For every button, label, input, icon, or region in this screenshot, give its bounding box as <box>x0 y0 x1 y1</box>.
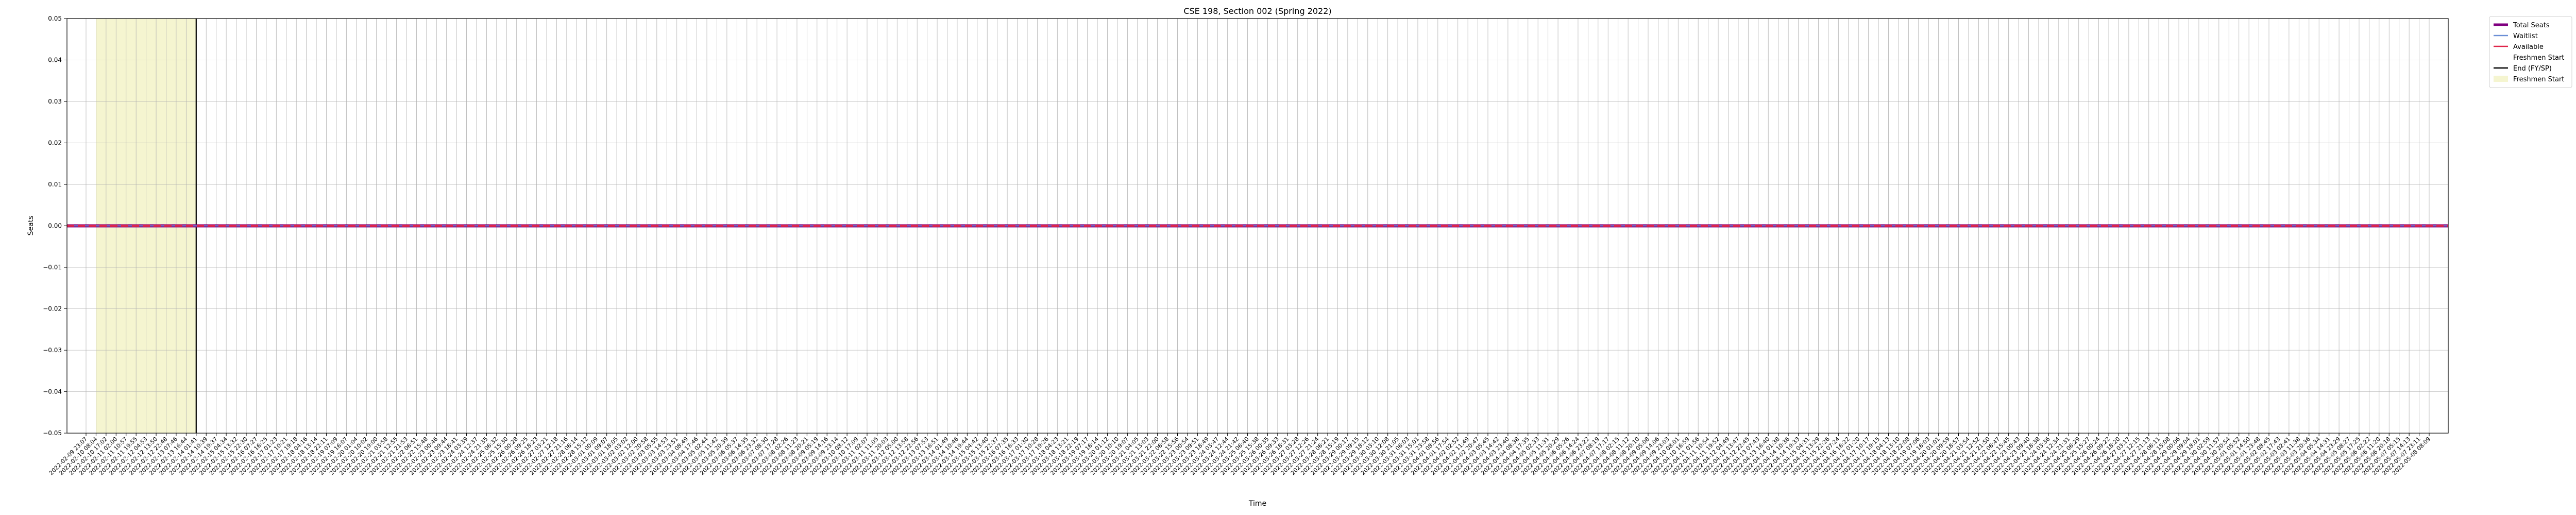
y-tick-label: −0.05 <box>43 430 62 437</box>
y-tick-layer: 0.05 0.04 0.03 0.02 0.01 0.00 −0.01 −0.02 −0.03 −… <box>43 15 67 437</box>
legend-entry-label: Available <box>2513 43 2544 51</box>
y-tick-label: −0.03 <box>43 347 62 354</box>
y-tick-label: −0.01 <box>43 264 62 271</box>
y-axis-label: Seats <box>27 216 35 236</box>
legend-swatch-patch <box>2494 76 2508 82</box>
legend-entry-label: Total Seats <box>2513 22 2550 29</box>
legend-entry-label: End (FY/SP) <box>2513 65 2552 73</box>
y-tick-label: 0.02 <box>48 140 62 147</box>
legend: Total Seats Waitlist Available Freshmen Sta… <box>2489 16 2572 88</box>
legend-entry-label: Freshmen Start <box>2513 54 2564 62</box>
y-tick-label: 0.03 <box>48 98 62 105</box>
legend-box <box>2489 16 2572 88</box>
legend-entry-label: Freshmen Start <box>2513 76 2564 83</box>
y-tick-label: 0.04 <box>48 57 62 64</box>
y-tick-label: 0.00 <box>48 222 62 230</box>
y-tick-label: 0.01 <box>48 181 62 188</box>
y-tick-label: −0.02 <box>43 305 62 313</box>
legend-entry-label: Waitlist <box>2513 32 2538 40</box>
chart-title: CSE 198, Section 002 (Spring 2022) <box>1183 6 1331 16</box>
x-axis-label: Time <box>1248 500 1266 508</box>
y-tick-label: 0.05 <box>48 15 62 22</box>
y-tick-label: −0.04 <box>43 388 62 396</box>
